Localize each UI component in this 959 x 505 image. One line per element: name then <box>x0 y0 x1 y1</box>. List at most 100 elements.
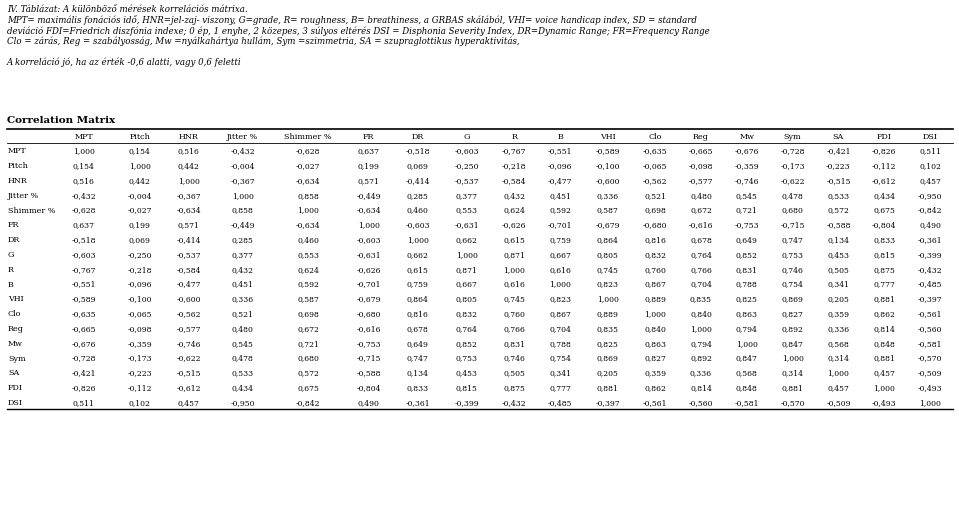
Text: 0,545: 0,545 <box>736 191 758 199</box>
Text: R: R <box>511 133 517 141</box>
Text: 1,000: 1,000 <box>503 265 526 273</box>
Text: Clo: Clo <box>648 133 662 141</box>
Text: Jitter %: Jitter % <box>227 133 258 141</box>
Text: -0,493: -0,493 <box>918 383 943 391</box>
Text: 0,521: 0,521 <box>232 310 253 318</box>
Text: -0,515: -0,515 <box>827 177 851 185</box>
Text: 1,000: 1,000 <box>828 369 850 377</box>
Text: 0,637: 0,637 <box>358 147 380 155</box>
Text: 0,867: 0,867 <box>550 310 572 318</box>
Text: 0,377: 0,377 <box>456 191 478 199</box>
Text: -0,842: -0,842 <box>296 398 320 406</box>
Text: 0,285: 0,285 <box>407 191 429 199</box>
Text: 0,816: 0,816 <box>407 310 429 318</box>
Text: -0,612: -0,612 <box>872 177 897 185</box>
Text: -0,635: -0,635 <box>643 147 667 155</box>
Text: -0,359: -0,359 <box>128 339 152 347</box>
Text: 0,760: 0,760 <box>644 265 667 273</box>
Text: -0,631: -0,631 <box>357 250 381 259</box>
Text: 0,847: 0,847 <box>782 339 804 347</box>
Text: 0,814: 0,814 <box>690 383 712 391</box>
Text: 1,000: 1,000 <box>73 147 95 155</box>
Text: -0,100: -0,100 <box>128 295 152 303</box>
Text: 0,848: 0,848 <box>874 339 895 347</box>
Text: -0,477: -0,477 <box>176 280 201 288</box>
Text: -0,004: -0,004 <box>230 162 255 170</box>
Text: 0,624: 0,624 <box>503 206 526 214</box>
Text: 0,505: 0,505 <box>503 369 526 377</box>
Text: -0,027: -0,027 <box>296 162 320 170</box>
Text: 0,341: 0,341 <box>828 280 850 288</box>
Text: 0,205: 0,205 <box>828 295 850 303</box>
Text: 1,000: 1,000 <box>874 383 895 391</box>
Text: -0,537: -0,537 <box>455 177 480 185</box>
Text: -0,518: -0,518 <box>406 147 430 155</box>
Text: 0,805: 0,805 <box>596 250 619 259</box>
Text: 0,840: 0,840 <box>644 324 667 332</box>
Text: -0,027: -0,027 <box>128 206 152 214</box>
Text: 0,832: 0,832 <box>456 310 478 318</box>
Text: -0,753: -0,753 <box>735 221 760 229</box>
Text: -0,432: -0,432 <box>503 398 526 406</box>
Text: -0,432: -0,432 <box>72 191 96 199</box>
Text: 0,864: 0,864 <box>407 295 429 303</box>
Text: 1,000: 1,000 <box>232 191 253 199</box>
Text: 0,794: 0,794 <box>690 339 712 347</box>
Text: -0,676: -0,676 <box>735 147 759 155</box>
Text: -0,570: -0,570 <box>781 398 805 406</box>
Text: 0,154: 0,154 <box>129 147 151 155</box>
Text: 0,649: 0,649 <box>407 339 429 347</box>
Text: 0,615: 0,615 <box>503 236 526 244</box>
Text: -0,616: -0,616 <box>357 324 381 332</box>
Text: -0,112: -0,112 <box>872 162 897 170</box>
Text: -0,584: -0,584 <box>176 265 201 273</box>
Text: -0,112: -0,112 <box>128 383 152 391</box>
Text: 0,457: 0,457 <box>919 177 941 185</box>
Text: -0,588: -0,588 <box>357 369 381 377</box>
Text: 0,199: 0,199 <box>358 162 380 170</box>
Text: -0,715: -0,715 <box>357 354 381 362</box>
Text: -0,588: -0,588 <box>827 221 851 229</box>
Text: -0,561: -0,561 <box>918 310 943 318</box>
Text: -0,679: -0,679 <box>357 295 381 303</box>
Text: 1,000: 1,000 <box>358 221 380 229</box>
Text: -0,577: -0,577 <box>689 177 713 185</box>
Text: 0,698: 0,698 <box>297 310 319 318</box>
Text: 0,698: 0,698 <box>644 206 667 214</box>
Text: -0,421: -0,421 <box>72 369 96 377</box>
Text: 0,359: 0,359 <box>644 369 667 377</box>
Text: 0,592: 0,592 <box>297 280 319 288</box>
Text: 0,480: 0,480 <box>232 324 253 332</box>
Text: -0,560: -0,560 <box>918 324 943 332</box>
Text: 0,134: 0,134 <box>828 236 850 244</box>
Text: -0,950: -0,950 <box>918 191 943 199</box>
Text: -0,628: -0,628 <box>296 147 320 155</box>
Text: -0,826: -0,826 <box>72 383 96 391</box>
Text: -0,367: -0,367 <box>176 191 201 199</box>
Text: 0,848: 0,848 <box>736 383 758 391</box>
Text: -0,626: -0,626 <box>503 221 526 229</box>
Text: 0,745: 0,745 <box>503 295 526 303</box>
Text: -0,603: -0,603 <box>406 221 431 229</box>
Text: -0,589: -0,589 <box>596 147 620 155</box>
Text: 0,827: 0,827 <box>644 354 667 362</box>
Text: -0,218: -0,218 <box>128 265 152 273</box>
Text: -0,746: -0,746 <box>176 339 201 347</box>
Text: 0,572: 0,572 <box>828 206 850 214</box>
Text: 0,869: 0,869 <box>596 354 619 362</box>
Text: DSI: DSI <box>923 133 938 141</box>
Text: G: G <box>8 250 14 259</box>
Text: -0,173: -0,173 <box>128 354 152 362</box>
Text: -0,701: -0,701 <box>357 280 381 288</box>
Text: Pitch: Pitch <box>8 162 29 170</box>
Text: 0,545: 0,545 <box>232 339 253 347</box>
Text: 0,667: 0,667 <box>550 250 572 259</box>
Text: 0,662: 0,662 <box>407 250 429 259</box>
Text: -0,397: -0,397 <box>918 295 943 303</box>
Text: 0,680: 0,680 <box>297 354 319 362</box>
Text: 0,889: 0,889 <box>644 295 667 303</box>
Text: R: R <box>8 265 14 273</box>
Text: 0,788: 0,788 <box>550 339 572 347</box>
Text: 0,457: 0,457 <box>828 383 850 391</box>
Text: 1,000: 1,000 <box>550 280 572 288</box>
